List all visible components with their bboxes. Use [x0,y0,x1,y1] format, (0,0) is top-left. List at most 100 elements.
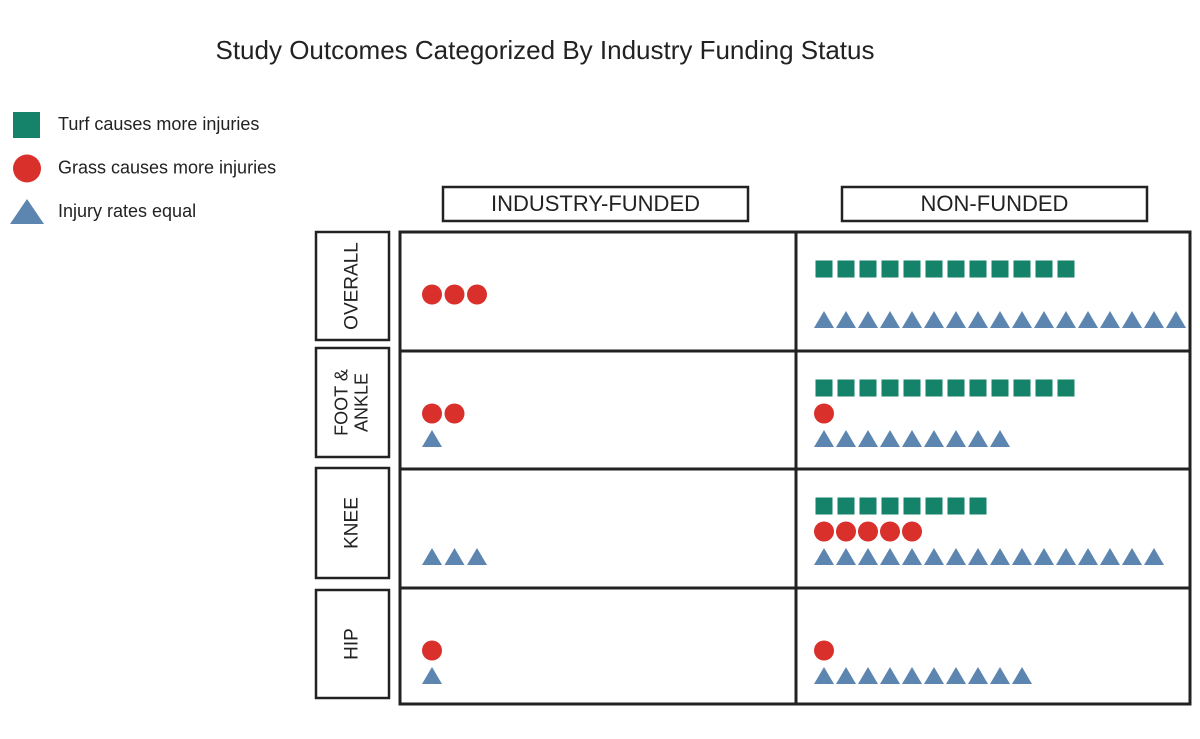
triangle-icon [1166,311,1186,328]
column-header: INDUSTRY-FUNDED [491,191,700,216]
triangle-icon [467,548,487,565]
square-icon [991,260,1009,278]
square-icon [969,379,987,397]
square-icon [947,379,965,397]
chart-title: Study Outcomes Categorized By Industry F… [215,35,874,65]
row-header-box [314,346,391,459]
square-icon [925,260,943,278]
square-icon [837,379,855,397]
legend-swatch [13,154,41,183]
square-icon [969,260,987,278]
triangle-icon [880,430,900,447]
row-header: KNEE [342,497,363,549]
square-icon [969,497,987,515]
circle-icon [814,403,834,424]
square-icon [859,379,877,397]
triangle-icon [1012,311,1032,328]
triangle-icon [1034,548,1054,565]
square-icon [947,497,965,515]
triangle-icon [422,667,442,684]
square-icon [947,260,965,278]
square-icon [815,497,833,515]
circle-icon [814,640,834,661]
triangle-icon [968,548,988,565]
square-icon [991,379,1009,397]
row-header-box [314,230,391,342]
triangle-icon [946,311,966,328]
triangle-icon [814,548,834,565]
square-icon [837,260,855,278]
triangle-icon [836,548,856,565]
square-icon [859,260,877,278]
triangle-icon [924,548,944,565]
square-icon [1013,379,1031,397]
triangle-icon [858,548,878,565]
triangle-icon [1122,548,1142,565]
triangle-icon [814,667,834,684]
triangle-icon [946,548,966,565]
triangle-icon [990,311,1010,328]
triangle-icon [968,667,988,684]
column-header-box [840,185,1149,223]
legend-label: Grass causes more injuries [58,157,276,177]
triangle-icon [990,430,1010,447]
square-icon [1035,379,1053,397]
square-icon [837,497,855,515]
square-icon [1035,260,1053,278]
square-icon [1057,379,1075,397]
triangle-icon [924,311,944,328]
triangle-icon [1078,548,1098,565]
triangle-icon [924,430,944,447]
circle-icon [444,403,465,424]
row-header-box [314,588,391,700]
triangle-icon [858,430,878,447]
triangle-icon [880,548,900,565]
triangle-icon [990,667,1010,684]
row-header-box [314,466,391,580]
triangle-icon [1056,548,1076,565]
square-icon [881,497,899,515]
row-header: FOOT &ANKLE [331,369,371,436]
square-icon [903,379,921,397]
row-header-line: FOOT & [331,369,351,436]
circle-icon [422,403,442,424]
triangle-icon [1078,311,1098,328]
circle-icon [422,640,442,661]
triangle-icon [858,667,878,684]
triangle-icon [1144,311,1164,328]
circle-icon [902,521,922,542]
legend-swatch [13,112,40,138]
triangle-icon [1012,548,1032,565]
triangle-icon [880,667,900,684]
square-icon [925,497,943,515]
triangle-icon [422,430,442,447]
legend-label: Turf causes more injuries [58,114,259,134]
triangle-icon [902,548,922,565]
triangle-icon [444,548,465,565]
triangle-icon [814,430,834,447]
column-header: NON-FUNDED [921,191,1069,216]
triangle-icon [836,311,856,328]
square-icon [859,497,877,515]
square-icon [925,379,943,397]
triangle-icon [880,311,900,328]
legend-swatch [10,199,44,224]
triangle-icon [1122,311,1142,328]
triangle-icon [836,667,856,684]
triangle-icon [968,311,988,328]
row-header-line: ANKLE [351,373,371,432]
square-icon [1013,260,1031,278]
circle-icon [858,521,878,542]
square-icon [1057,260,1075,278]
triangle-icon [902,430,922,447]
circle-icon [814,521,834,542]
triangle-icon [902,667,922,684]
square-icon [881,379,899,397]
square-icon [903,260,921,278]
triangle-icon [946,667,966,684]
triangle-icon [1034,311,1054,328]
triangle-icon [836,430,856,447]
circle-icon [422,284,442,305]
row-header: OVERALL [342,242,363,330]
